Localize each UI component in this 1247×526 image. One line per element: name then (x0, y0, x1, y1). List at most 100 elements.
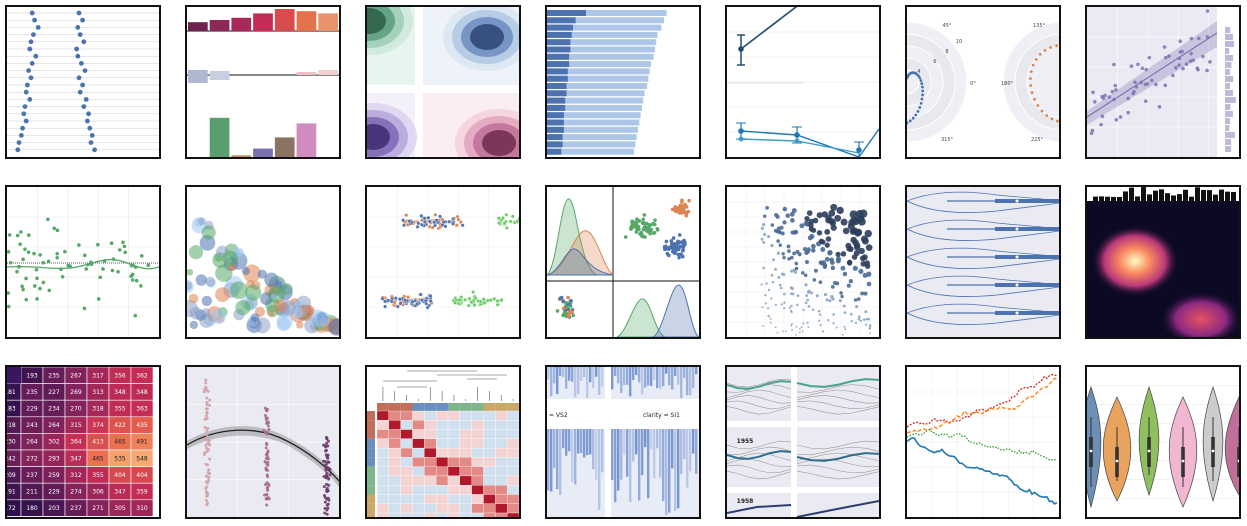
hist-bar (647, 429, 650, 499)
hist-bar (662, 367, 665, 387)
data-point (670, 246, 675, 251)
cell-value: 306 (92, 489, 104, 496)
marginal-bar (1219, 189, 1224, 201)
data-point (777, 276, 781, 279)
data-point (267, 428, 271, 432)
data-point (267, 497, 271, 501)
data-point (205, 474, 209, 478)
data-point (843, 325, 846, 328)
hist-bar (689, 367, 692, 396)
data-point (402, 223, 407, 228)
data-point (848, 279, 854, 284)
data-point (852, 265, 858, 271)
data-point (1171, 73, 1175, 78)
data-point (26, 250, 31, 254)
data-point (647, 224, 651, 228)
marginal-bar (1117, 196, 1122, 201)
data-point (673, 243, 678, 247)
data-point (265, 409, 269, 413)
data-point (109, 241, 114, 246)
heatmap-cell: 310 (130, 499, 154, 517)
violin (907, 191, 1059, 213)
data-point (858, 247, 865, 255)
data-point (270, 293, 277, 300)
facet-bg (797, 427, 879, 487)
data-point (738, 136, 744, 142)
cell-value: 305 (114, 505, 126, 512)
data-point (389, 299, 394, 304)
data-point (790, 324, 793, 327)
cell-value: 234 (48, 406, 60, 413)
data-point (266, 488, 270, 492)
heatmap-cell (483, 420, 496, 430)
heatmap-cell (483, 410, 496, 421)
data-point (1129, 64, 1134, 69)
hist-bar (677, 429, 680, 509)
heatmap-cell (388, 429, 401, 439)
heatmap-cell (447, 503, 460, 514)
bar-part (547, 148, 562, 155)
color-label (459, 403, 472, 411)
data-point (800, 271, 805, 275)
data-point (1133, 80, 1137, 85)
median (1015, 283, 1019, 287)
background-line (796, 452, 879, 461)
heatmap-cell: 272 (20, 449, 44, 467)
data-point (66, 263, 71, 268)
data-point (75, 53, 81, 59)
data-point (85, 118, 90, 124)
background-line (727, 395, 792, 404)
data-point (206, 426, 210, 430)
data-point (476, 299, 481, 304)
marginal-bar (1111, 196, 1116, 201)
data-point (325, 488, 329, 492)
sized-scatter-panel (725, 185, 881, 339)
hist-bar (656, 429, 659, 449)
heatmap-cell (436, 447, 449, 458)
marginal-bar (1093, 196, 1098, 201)
data-point (502, 220, 507, 225)
data-point (326, 502, 330, 506)
marginal-bar (1225, 125, 1230, 131)
hist-bar (559, 367, 562, 376)
cell-value: 264 (26, 439, 38, 446)
data-point (328, 319, 339, 335)
hist-bar (574, 429, 577, 485)
heatmap-cell (447, 420, 460, 430)
heatmap-cell (424, 466, 437, 477)
kde-grid-chart (367, 7, 519, 157)
data-point (623, 235, 628, 239)
heatmap-cell (507, 457, 519, 467)
hist-bar (674, 429, 677, 511)
data-point (328, 467, 332, 471)
color-label (367, 457, 375, 467)
data-point (265, 503, 269, 507)
hist-bar (583, 367, 586, 377)
data-point (21, 287, 25, 292)
data-point (830, 285, 835, 289)
data-point (864, 263, 871, 269)
heatmap-cell (495, 512, 508, 517)
data-point (205, 396, 209, 400)
heatmap-cell: 270 (64, 399, 88, 418)
tick-label: 135° (1033, 23, 1046, 29)
data-point (16, 140, 22, 146)
data-point (205, 436, 209, 440)
hist-bar (586, 429, 589, 456)
data-point (835, 251, 841, 258)
ci-band (1087, 21, 1217, 125)
hist-bar (635, 367, 638, 375)
hist-bar (626, 367, 629, 385)
data-point (81, 39, 87, 45)
hist-bar (638, 367, 641, 383)
data-point (451, 216, 456, 221)
bar-part (547, 141, 563, 148)
data-point (789, 255, 794, 260)
annot-heatmap-panel: 193 235 267 317 356 362 181 235 227 269 313 348 348 1… (5, 365, 161, 519)
bar-total (547, 61, 651, 68)
data-point (825, 236, 832, 242)
data-point (276, 313, 293, 330)
heatmap-cell (459, 475, 472, 486)
cell-value: 203 (48, 505, 60, 512)
facet-bg (797, 493, 879, 517)
